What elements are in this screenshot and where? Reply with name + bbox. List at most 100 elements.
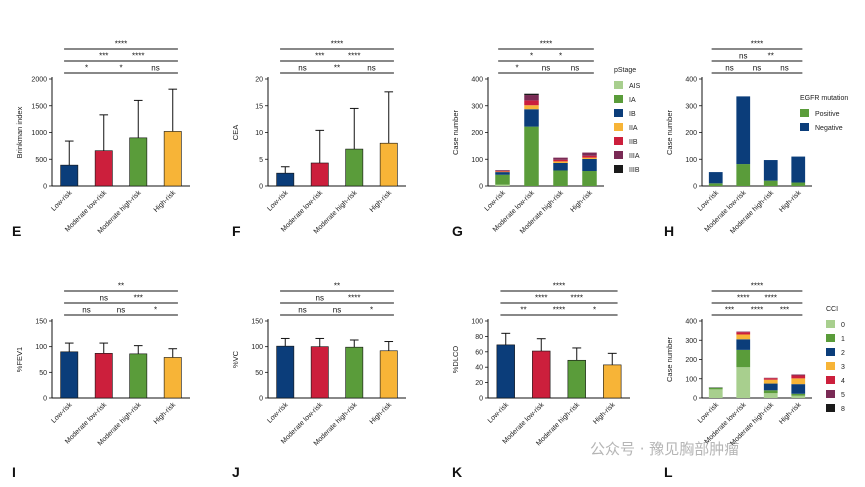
stack-segment-1 (791, 393, 806, 396)
bar-high-risk (379, 142, 398, 187)
stack-segment-3 (736, 334, 751, 340)
legend-swatch (826, 334, 835, 342)
bar-high-risk (379, 350, 398, 399)
significance-label: **** (553, 306, 565, 315)
y-tick-label: 0 (259, 396, 263, 403)
legend-swatch (614, 165, 623, 173)
y-axis-title: %DLCO (451, 346, 460, 374)
significance-label: **** (553, 282, 565, 291)
x-tick-label: High-risk (569, 189, 594, 214)
legend-swatch (800, 109, 809, 117)
stack-segment-4 (763, 378, 778, 380)
stack-segment-IIIA (524, 95, 539, 101)
significance-label: *** (315, 52, 324, 61)
y-axis-title: Case number (451, 109, 460, 155)
significance-label: **** (737, 294, 749, 303)
y-axis-title: %FEV1 (15, 347, 24, 372)
legend-swatch (826, 404, 835, 412)
stack-segment-5 (736, 331, 751, 333)
y-tick-label: 400 (685, 77, 697, 84)
stack-segment-IB (524, 109, 539, 127)
significance-label: *** (99, 52, 108, 61)
x-tick-label: High-risk (369, 401, 394, 426)
x-tick-label: High-risk (592, 401, 617, 426)
legend-label: IIIA (629, 153, 640, 160)
stack-segment-0 (791, 395, 806, 398)
significance-label: **** (765, 294, 777, 303)
bar-low-risk (60, 351, 79, 399)
stack-segment-0 (736, 367, 751, 398)
significance-label: * (530, 52, 533, 61)
bar-moderate-high-risk (129, 353, 148, 399)
y-tick-label: 300 (685, 338, 697, 345)
y-tick-label: 0 (43, 184, 47, 191)
significance-label: * (370, 306, 373, 315)
y-tick-label: 100 (471, 319, 483, 326)
stack-segment-Positive (791, 182, 806, 186)
stack-segment-IA (553, 170, 568, 186)
y-tick-label: 0 (693, 396, 697, 403)
y-tick-label: 300 (471, 103, 483, 110)
significance-label: *** (134, 294, 143, 303)
x-tick-label: High-risk (153, 189, 178, 214)
stack-segment-Positive (763, 180, 778, 186)
legend-swatch (826, 320, 835, 328)
stack-segment-IIB (553, 159, 568, 162)
legend-title: EGFR mutation (800, 95, 848, 102)
stack-segment-2 (736, 339, 751, 350)
significance-label: ns (117, 306, 125, 315)
stack-segment-1 (736, 349, 751, 368)
legend-label: Positive (815, 111, 840, 118)
y-tick-label: 50 (39, 370, 47, 377)
y-tick-label: 100 (685, 157, 697, 164)
significance-label: * (154, 306, 157, 315)
stack-segment-IIB (524, 100, 539, 106)
y-tick-label: 0 (259, 184, 263, 191)
significance-label: ns (753, 64, 761, 73)
significance-label: **** (348, 294, 360, 303)
significance-label: * (85, 64, 88, 73)
significance-label: ns (151, 64, 159, 73)
y-tick-label: 0 (43, 396, 47, 403)
legend: EGFR mutation Positive Negative (800, 95, 848, 132)
y-tick-label: 50 (255, 370, 263, 377)
legend-label: 4 (841, 378, 845, 385)
significance-label: ns (725, 64, 733, 73)
bar-moderate-high-risk (129, 137, 148, 187)
legend-label: Negative (815, 125, 843, 132)
y-tick-label: 150 (251, 319, 263, 326)
stack-segment-4 (791, 375, 806, 379)
x-tick-label: High-risk (778, 401, 803, 426)
y-tick-label: 1500 (31, 103, 47, 110)
panel-letter: H (664, 223, 674, 239)
legend-label: 2 (841, 350, 845, 357)
y-tick-label: 2000 (31, 77, 47, 84)
bar-moderate-high-risk (345, 148, 364, 187)
bar-moderate-high-risk (567, 359, 586, 399)
bar-moderate-low-risk (94, 150, 113, 187)
y-tick-label: 15 (255, 103, 263, 110)
significance-label: ** (334, 64, 340, 73)
significance-label: **** (751, 306, 763, 315)
panel-letter: I (12, 464, 16, 480)
legend: CCI 0 1 2 3 4 5 8 (826, 306, 845, 413)
significance-label: ns (571, 64, 579, 73)
legend-label: IIA (629, 125, 638, 132)
panel-letter: L (664, 464, 673, 480)
y-tick-label: 400 (471, 77, 483, 84)
y-tick-label: 1000 (31, 130, 47, 137)
legend-title: CCI (826, 306, 838, 313)
x-tick-label: Low-risk (697, 189, 721, 213)
legend-label: 3 (841, 364, 845, 371)
stack-segment-Negative (791, 156, 806, 183)
legend-label: IIB (629, 139, 638, 146)
stack-segment-IIA (495, 171, 510, 173)
x-tick-label: High-risk (369, 189, 394, 214)
significance-label: ns (739, 52, 747, 61)
y-tick-label: 5 (259, 157, 263, 164)
significance-label: **** (751, 40, 763, 49)
